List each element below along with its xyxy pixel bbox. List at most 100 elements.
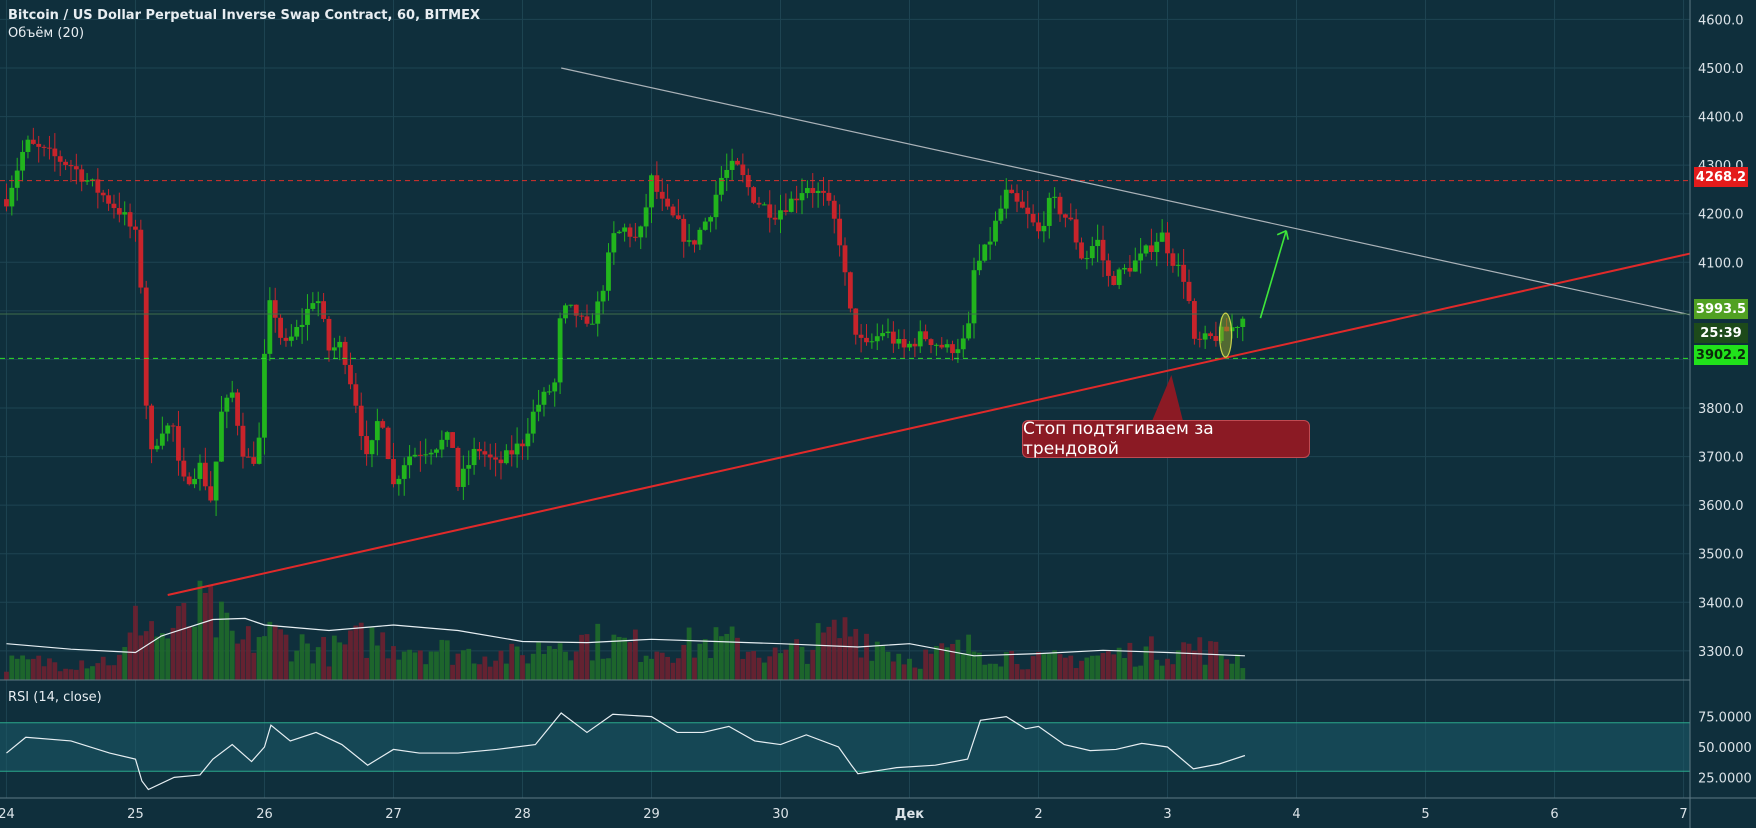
candle-down[interactable] — [842, 245, 848, 273]
candle-up[interactable] — [229, 392, 235, 398]
candle-down[interactable] — [30, 139, 36, 144]
candle-down[interactable] — [272, 300, 278, 318]
candle-down[interactable] — [498, 459, 504, 464]
candle-up[interactable] — [606, 252, 611, 291]
candle-up[interactable] — [622, 227, 628, 232]
candle-down[interactable] — [783, 210, 789, 212]
highlight-ellipse[interactable] — [1218, 312, 1233, 358]
candle-down[interactable] — [1073, 219, 1079, 243]
annotation-callout[interactable]: Стоп подтягиваем за трендовой — [1022, 419, 1310, 459]
candle-up[interactable] — [369, 440, 375, 455]
candle-up[interactable] — [541, 391, 547, 405]
candle-up[interactable] — [299, 324, 305, 328]
candle-down[interactable] — [1186, 281, 1192, 302]
candle-up[interactable] — [976, 260, 982, 271]
candle-down[interactable] — [901, 339, 907, 348]
candle-up[interactable] — [718, 177, 724, 195]
candle-up[interactable] — [595, 301, 601, 324]
candle-down[interactable] — [202, 462, 208, 487]
candle-up[interactable] — [638, 226, 644, 238]
candle-up[interactable] — [966, 323, 972, 339]
candle-up[interactable] — [649, 175, 654, 208]
candle-down[interactable] — [450, 432, 456, 448]
candle-up[interactable] — [219, 411, 224, 462]
candle-down[interactable] — [1105, 260, 1111, 276]
candle-up[interactable] — [530, 411, 536, 434]
candle-up[interactable] — [874, 336, 880, 342]
candle-up[interactable] — [439, 439, 445, 450]
candle-down[interactable] — [1062, 214, 1068, 218]
candle-up[interactable] — [84, 180, 90, 182]
candle-down[interactable] — [116, 208, 122, 215]
candle-down[interactable] — [740, 164, 746, 176]
candle-down[interactable] — [579, 315, 585, 317]
candle-down[interactable] — [923, 331, 929, 340]
candle-up[interactable] — [917, 331, 923, 347]
candle-down[interactable] — [106, 195, 111, 204]
candle-down[interactable] — [138, 229, 144, 288]
candle-down[interactable] — [1170, 253, 1176, 266]
candle-down[interactable] — [670, 206, 676, 216]
candle-up[interactable] — [788, 198, 794, 212]
candle-down[interactable] — [821, 190, 826, 193]
candle-down[interactable] — [1213, 336, 1219, 341]
candle-up[interactable] — [563, 305, 568, 319]
candle-down[interactable] — [4, 199, 9, 207]
candle-up[interactable] — [423, 454, 429, 456]
candle-down[interactable] — [326, 318, 332, 351]
candle-down[interactable] — [858, 334, 864, 338]
candle-down[interactable] — [79, 169, 85, 182]
candle-up[interactable] — [1095, 239, 1101, 247]
candle-down[interactable] — [477, 448, 482, 452]
candle-up[interactable] — [20, 151, 25, 171]
candle-up[interactable] — [331, 347, 337, 351]
candle-up[interactable] — [460, 468, 466, 487]
candle-up[interactable] — [600, 290, 606, 302]
candle-down[interactable] — [1148, 245, 1154, 253]
candle-up[interactable] — [412, 454, 418, 457]
candle-down[interactable] — [73, 166, 79, 170]
candle-up[interactable] — [1240, 318, 1246, 328]
support-trendline[interactable] — [167, 252, 1691, 596]
candle-down[interactable] — [181, 460, 187, 477]
candle-down[interactable] — [853, 308, 859, 335]
candle-up[interactable] — [471, 448, 477, 466]
candle-up[interactable] — [1084, 258, 1090, 260]
candle-up[interactable] — [729, 160, 735, 170]
candle-down[interactable] — [1191, 301, 1197, 339]
candle-down[interactable] — [735, 160, 740, 165]
candle-down[interactable] — [890, 331, 896, 344]
candle-up[interactable] — [982, 244, 988, 261]
candle-down[interactable] — [358, 405, 364, 437]
candle-down[interactable] — [251, 457, 257, 464]
candle-down[interactable] — [143, 287, 149, 406]
candle-up[interactable] — [546, 391, 552, 393]
candle-up[interactable] — [955, 349, 961, 354]
candle-up[interactable] — [557, 318, 563, 383]
candle-down[interactable] — [826, 192, 832, 201]
candle-up[interactable] — [1122, 267, 1127, 270]
candle-down[interactable] — [837, 218, 843, 246]
candle-down[interactable] — [573, 304, 579, 316]
candle-up[interactable] — [761, 204, 767, 206]
candle-up[interactable] — [713, 194, 719, 218]
candle-up[interactable] — [159, 433, 165, 446]
candle-up[interactable] — [799, 193, 805, 201]
candle-up[interactable] — [815, 190, 821, 194]
candle-up[interactable] — [122, 212, 128, 215]
candle-down[interactable] — [912, 343, 918, 347]
candle-up[interactable] — [1234, 327, 1240, 329]
candle-down[interactable] — [1197, 338, 1203, 340]
candle-down[interactable] — [1208, 333, 1213, 337]
candle-down[interactable] — [186, 476, 192, 485]
candle-down[interactable] — [52, 148, 58, 157]
candle-down[interactable] — [68, 164, 74, 167]
candle-down[interactable] — [149, 405, 154, 450]
candle-down[interactable] — [1127, 267, 1133, 272]
candle-up[interactable] — [1041, 225, 1047, 232]
candle-up[interactable] — [944, 344, 950, 348]
candle-up[interactable] — [1175, 264, 1181, 266]
candle-up[interactable] — [993, 220, 998, 242]
